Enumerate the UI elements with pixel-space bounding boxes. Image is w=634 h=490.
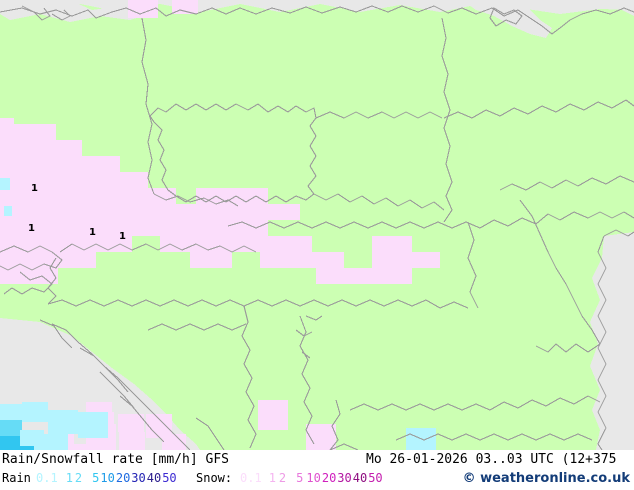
copyright-notice: © weatheronline.co.uk bbox=[462, 471, 630, 486]
legend-step: 30 bbox=[337, 471, 352, 485]
legend-step: 40 bbox=[352, 471, 368, 485]
legend-step: 2 bbox=[74, 471, 83, 485]
snow-legend-scale: 0.1 1 2 5 1020304050 bbox=[240, 471, 383, 485]
country-borders bbox=[0, 5, 634, 450]
map-vector-layer bbox=[0, 0, 634, 450]
legend-step: 1 bbox=[268, 471, 276, 485]
map-footer: Rain/Snowfall rate [mm/h] GFS Mo 26-01-2… bbox=[0, 450, 634, 490]
legend-step: 1 bbox=[65, 471, 73, 485]
legend-step: 50 bbox=[368, 471, 383, 485]
legend-step: 40 bbox=[146, 471, 162, 485]
legend-step: 0.1 bbox=[36, 471, 58, 485]
legend-step: 30 bbox=[131, 471, 146, 485]
snow-legend-title: Snow: bbox=[196, 471, 233, 485]
legend-step: 10 bbox=[100, 471, 115, 485]
legend-step: 2 bbox=[278, 471, 287, 485]
footer-title-row: Rain/Snowfall rate [mm/h] GFS Mo 26-01-2… bbox=[0, 450, 634, 470]
rain-precip-cells bbox=[0, 178, 436, 450]
page-title: Rain/Snowfall rate [mm/h] GFS bbox=[2, 452, 229, 467]
rain-legend-title: Rain bbox=[2, 471, 31, 485]
legend-step: 50 bbox=[162, 471, 177, 485]
precipitation-legend: Rain 0.1 1 2 51020304050 Snow: 0.1 1 2 5 102030… bbox=[0, 469, 634, 490]
legend-step: 20 bbox=[321, 471, 337, 485]
legend-step: 5 bbox=[92, 471, 100, 485]
precip-value-label: 1 bbox=[119, 231, 126, 242]
precip-value-label: 1 bbox=[31, 183, 38, 194]
precipitation-map[interactable]: 1 1 1 1 bbox=[0, 0, 634, 450]
legend-step: 5 bbox=[296, 471, 304, 485]
precip-value-label: 1 bbox=[89, 227, 96, 238]
legend-step: 10 bbox=[306, 471, 321, 485]
legend-step: 0.1 bbox=[240, 471, 262, 485]
legend-step: 20 bbox=[115, 471, 131, 485]
rain-legend-scale: 0.1 1 2 51020304050 bbox=[36, 471, 177, 485]
model-run-timestamp: Mo 26-01-2026 03..03 UTC (12+375 bbox=[366, 452, 617, 467]
precip-value-label: 1 bbox=[28, 223, 35, 234]
